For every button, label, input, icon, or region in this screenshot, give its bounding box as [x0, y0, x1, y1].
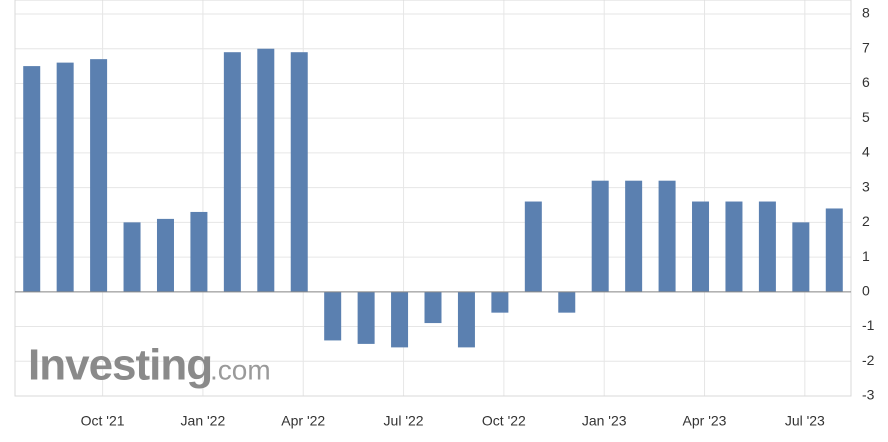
y-tick-label: 0 [862, 283, 870, 299]
bar [156, 218, 174, 292]
bar [758, 201, 776, 292]
bar [658, 180, 676, 292]
x-tick-label: Jul '23 [785, 413, 825, 429]
bar [491, 291, 509, 313]
y-tick-label: 3 [862, 178, 870, 194]
y-tick-label: 5 [862, 109, 870, 125]
x-tick-label: Oct '21 [81, 413, 125, 429]
bar [324, 291, 342, 341]
x-tick-label: Apr '23 [683, 413, 727, 429]
y-tick-label: 1 [862, 248, 870, 264]
x-tick-label: Oct '22 [482, 413, 526, 429]
bar [424, 291, 442, 324]
x-tick-label: Apr '22 [281, 413, 325, 429]
bar [190, 211, 208, 292]
plot-frame [14, 0, 852, 397]
bar [90, 59, 108, 292]
bar [725, 201, 743, 292]
bar [290, 52, 308, 292]
y-tick-label: 8 [862, 5, 870, 21]
x-tick-label: Jan '22 [181, 413, 226, 429]
x-tick-label: Jul '22 [384, 413, 424, 429]
watermark-suffix: .com [210, 354, 271, 385]
y-tick-label: 4 [862, 144, 870, 160]
bar [457, 291, 475, 348]
bar [825, 208, 843, 292]
bar [625, 180, 643, 292]
bar [692, 201, 710, 292]
bar [56, 62, 74, 292]
y-tick-label: 7 [862, 39, 870, 55]
bar [591, 180, 609, 292]
x-tick-label: Jan '23 [582, 413, 627, 429]
y-tick-label: -1 [862, 317, 875, 333]
y-tick-label: -3 [862, 387, 875, 403]
bar [223, 52, 241, 292]
bar [123, 222, 141, 292]
bar [391, 291, 409, 348]
y-tick-label: 6 [862, 74, 870, 90]
bar [524, 201, 542, 292]
watermark-brand: Investing [28, 341, 212, 390]
bar [23, 66, 41, 292]
y-tick-label: 2 [862, 213, 870, 229]
bar [357, 291, 375, 344]
bar [792, 222, 810, 292]
bar [257, 48, 275, 292]
bar [558, 291, 576, 313]
y-tick-label: -2 [862, 352, 875, 368]
